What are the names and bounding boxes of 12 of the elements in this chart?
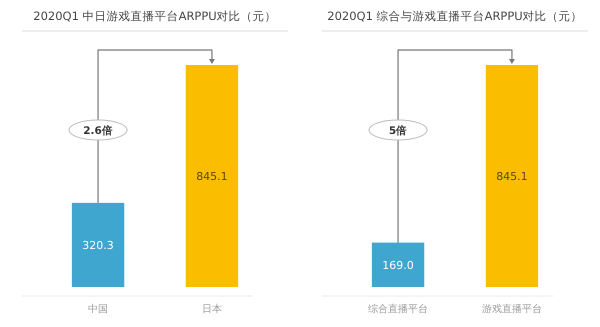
data-label: 320.3 (82, 238, 114, 252)
x-tick-label: 中国 (88, 303, 108, 315)
x-tick-label: 游戏直播平台 (482, 303, 542, 315)
chart-title: 2020Q1 综合与游戏直播平台ARPPU对比（元） (327, 9, 583, 23)
data-label: 169.0 (382, 258, 414, 272)
annotation: 5倍 (388, 124, 408, 137)
x-tick-label: 综合直播平台 (368, 303, 428, 315)
data-label: 845.1 (496, 170, 528, 183)
x-tick-label: 日本 (202, 303, 222, 315)
annotation: 2.6倍 (83, 124, 113, 137)
data-label: 845.1 (196, 170, 228, 183)
chart-title: 2020Q1 中日游戏直播平台ARPPU对比（元） (33, 9, 277, 23)
